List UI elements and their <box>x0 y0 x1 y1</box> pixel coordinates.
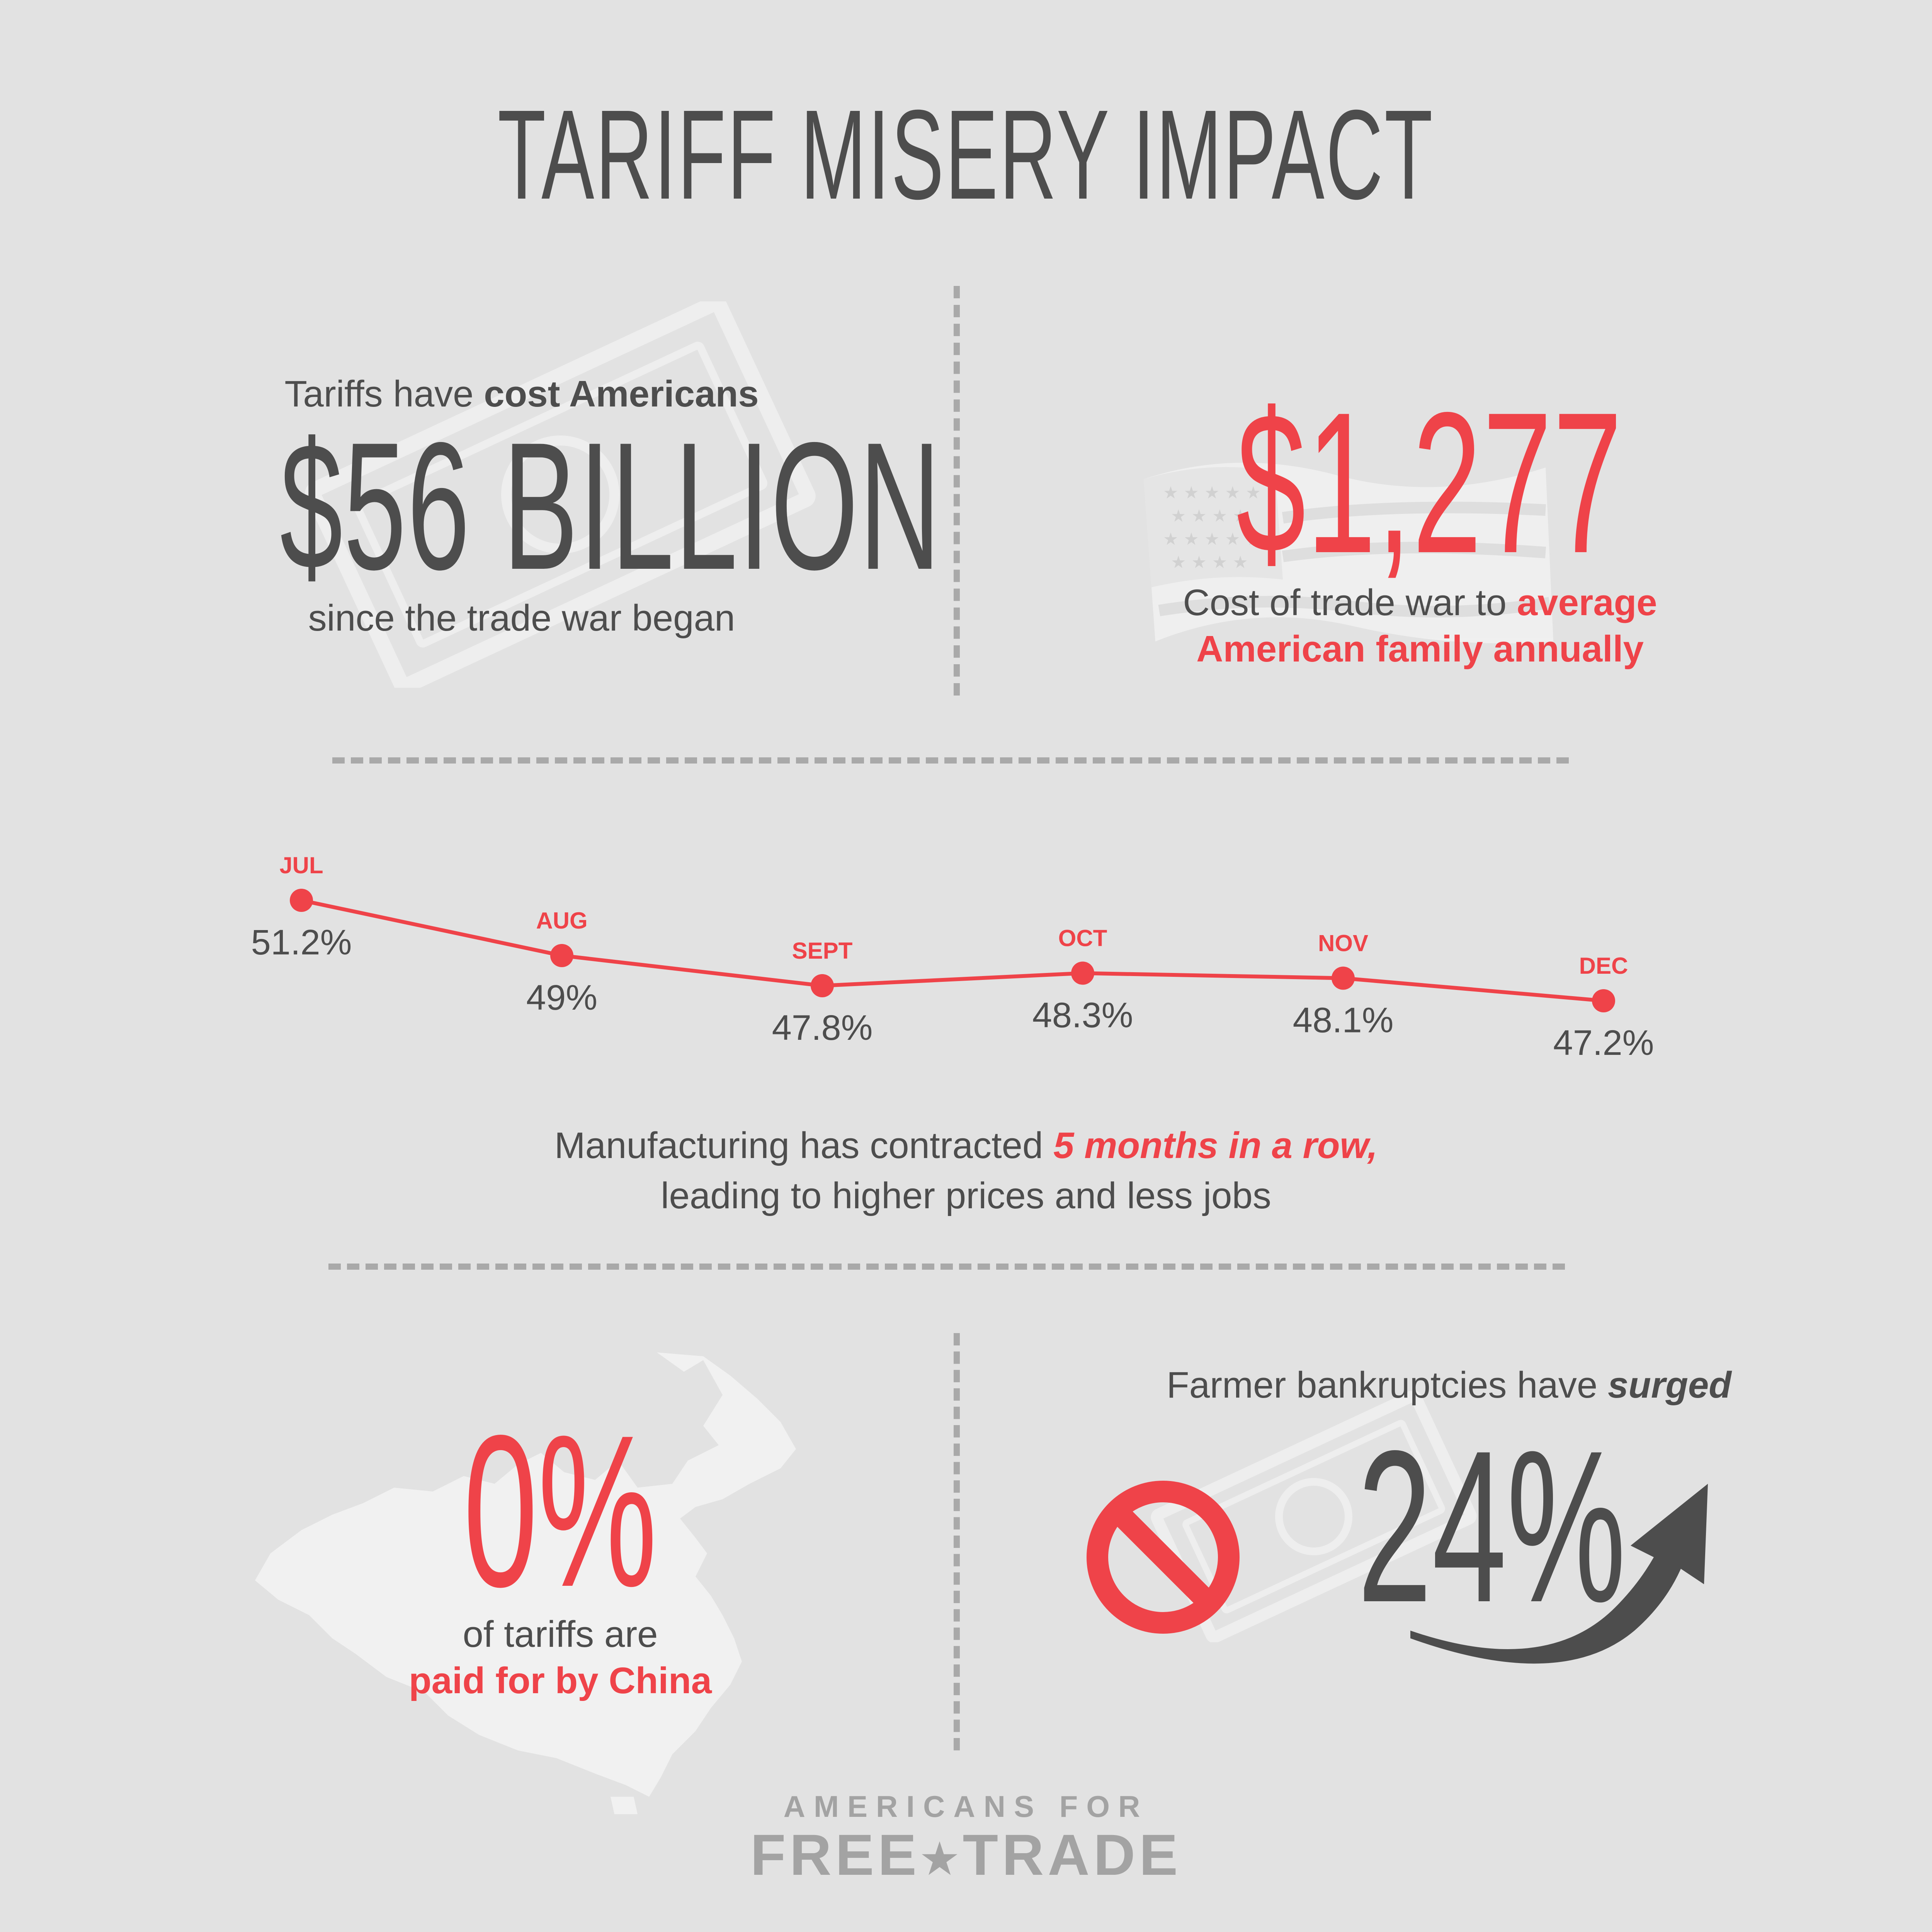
value-label-jul: 51.2% <box>251 923 352 962</box>
china-share-caption: of tariffs are paid for by China <box>270 1611 850 1704</box>
us-flag-icon: ★ ★ ★ ★ ★ ★ ★ ★ ★ ★ ★ ★ ★ ★ ★ ★ ★ ★ <box>1144 463 1553 643</box>
farmer-surge-value: 24% <box>1275 1405 1662 1647</box>
page-title: TARIFF MISERY IMPACT <box>0 83 1932 226</box>
cost-intro-plain: Tariffs have <box>284 373 484 415</box>
cost-value-text: $56 BILLION <box>280 405 942 607</box>
logo-top-line: AMERICANS FOR <box>783 1789 1149 1823</box>
star-icon: ★ <box>918 1833 961 1885</box>
china-share-value: 0% <box>348 1390 773 1632</box>
china-share-value-text: 0% <box>463 1390 657 1632</box>
value-label-aug: 49% <box>526 978 597 1017</box>
month-label-dec: DEC <box>1579 953 1628 979</box>
month-label-jul: JUL <box>279 852 323 878</box>
data-point-nov <box>1332 966 1355 990</box>
month-label-sept: SEPT <box>792 938 853 964</box>
china-caption-red: paid for by China <box>408 1660 712 1701</box>
family-cost-value-text: $1,277 <box>1236 371 1623 595</box>
month-label-oct: OCT <box>1058 925 1107 951</box>
farmer-surge-value-text: 24% <box>1357 1405 1626 1647</box>
horizontal-divider-2 <box>328 1264 1565 1270</box>
chart-caption: Manufacturing has contracted 5 months in… <box>193 1121 1739 1221</box>
svg-text:★ ★ ★ ★: ★ ★ ★ ★ <box>1171 506 1248 526</box>
horizontal-divider-1 <box>332 757 1569 764</box>
cost-value: $56 BILLION <box>77 405 966 607</box>
chart-caption-emph: 5 months in a row, <box>1053 1125 1378 1166</box>
series-line <box>301 898 1604 1003</box>
family-caption-red-2: American family annually <box>1196 628 1644 670</box>
data-point-sept <box>811 974 834 997</box>
china-map-icon <box>255 1352 796 1814</box>
family-caption-plain: Cost of trade war to <box>1183 582 1517 623</box>
prohibition-icon <box>1087 1481 1240 1634</box>
logo: FREE★TRADE <box>0 1824 1932 1890</box>
data-point-oct <box>1071 961 1094 985</box>
cost-intro-bold: cost Americans <box>484 373 759 415</box>
cost-intro: Tariffs have cost Americans <box>116 371 927 417</box>
cost-after: since the trade war began <box>308 597 735 639</box>
family-cost-value: $1,277 <box>1063 371 1797 595</box>
svg-text:★ ★ ★ ★: ★ ★ ★ ★ <box>1171 553 1248 572</box>
family-caption-red-1: average <box>1517 582 1657 623</box>
month-label-aug: AUG <box>536 908 587 934</box>
value-label-nov: 48.1% <box>1293 1001 1394 1040</box>
farmer-heading-emph: surged <box>1607 1364 1731 1406</box>
value-label-dec: 47.2% <box>1553 1023 1654 1063</box>
chart-caption-plain: Manufacturing has contracted <box>554 1125 1054 1166</box>
dollar-bill-icon <box>305 301 816 688</box>
data-point-jul <box>290 889 313 912</box>
curved-up-arrow-icon <box>1410 1484 1708 1664</box>
logo-word-trade: TRADE <box>963 1822 1182 1887</box>
data-point-aug <box>550 944 573 967</box>
logo-word-free: FREE <box>750 1822 920 1887</box>
farmer-heading-plain: Farmer bankruptcies have <box>1167 1364 1608 1406</box>
month-label-nov: NOV <box>1318 930 1368 956</box>
family-cost-caption: Cost of trade war to average American fa… <box>1024 580 1816 672</box>
chart-caption-line2: leading to higher prices and less jobs <box>661 1175 1271 1216</box>
svg-text:★ ★ ★ ★ ★: ★ ★ ★ ★ ★ <box>1163 529 1261 549</box>
svg-text:★ ★ ★ ★ ★: ★ ★ ★ ★ ★ <box>1163 483 1261 503</box>
farmer-heading: Farmer bankruptcies have surged <box>1005 1360 1893 1410</box>
vertical-divider-bottom <box>954 1333 960 1750</box>
page-title-text: TARIFF MISERY IMPACT <box>498 83 1434 226</box>
value-label-oct: 48.3% <box>1032 996 1133 1035</box>
china-caption-plain: of tariffs are <box>463 1614 658 1655</box>
manufacturing-line-chart: JUL 51.2% AUG 49% SEPT 47.8% OCT 48.3% NOV 48.1% D… <box>251 852 1654 1063</box>
data-point-dec <box>1592 989 1615 1012</box>
value-label-sept: 47.8% <box>772 1008 873 1048</box>
vertical-divider-top <box>954 286 960 696</box>
